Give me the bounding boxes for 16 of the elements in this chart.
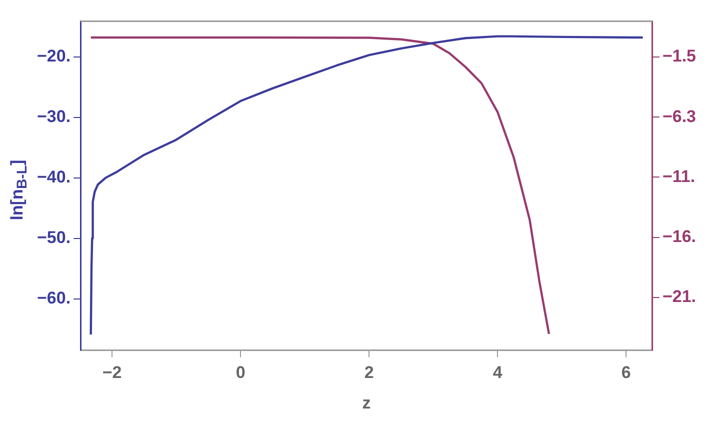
x-tick-label: −2 bbox=[102, 363, 122, 382]
x-tick-label: 6 bbox=[621, 363, 631, 382]
y-tick-label: −30. bbox=[37, 107, 71, 126]
y-tick-label: −60. bbox=[37, 288, 71, 308]
y2-tick-label: −1.5 bbox=[662, 46, 696, 66]
y-tick-label: −20. bbox=[37, 46, 71, 66]
x-axis-title: z bbox=[362, 393, 371, 412]
x-tick-label: 0 bbox=[236, 363, 246, 382]
y-tick-label: −40. bbox=[37, 168, 71, 187]
y-tick-label: −50. bbox=[37, 228, 71, 248]
x-tick-label: 4 bbox=[492, 363, 503, 382]
x-tick-label: 2 bbox=[364, 363, 374, 382]
y2-tick-label: −11. bbox=[662, 166, 696, 186]
y2-tick-label: −16. bbox=[662, 227, 696, 246]
y2-tick-label: −6.3 bbox=[662, 106, 696, 126]
y2-tick-label: −21. bbox=[662, 287, 696, 306]
